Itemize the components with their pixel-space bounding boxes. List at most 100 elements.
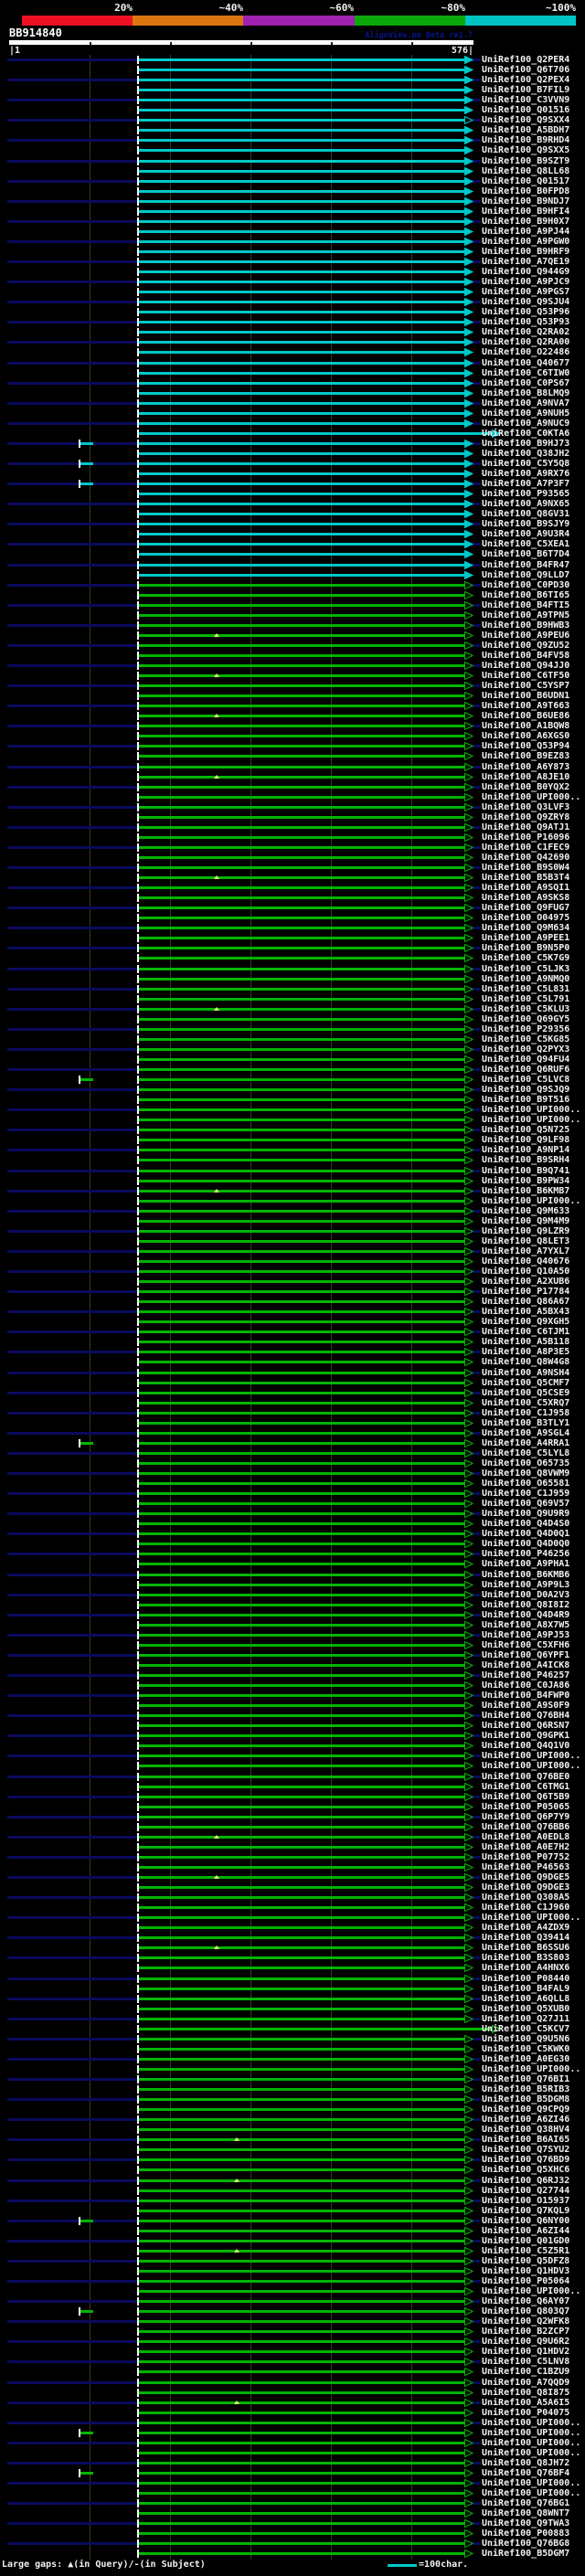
hit-label[interactable]: UniRef100_A9T663 [482,701,570,712]
hit-label[interactable]: UniRef100_Q6RSN7 [482,1721,570,1732]
hit-label[interactable]: UniRef100_A9NX65 [482,499,570,510]
hit-label[interactable]: UniRef100_B9RHD4 [482,135,570,146]
hit-label[interactable]: UniRef100_UPI000.. [482,2437,581,2448]
hit-label[interactable]: UniRef100_B5B3T4 [482,873,570,884]
hit-label[interactable]: UniRef100_Q9M633 [482,1205,570,1216]
hit-label[interactable]: UniRef100_P46256 [482,1549,570,1560]
hit-label[interactable]: UniRef100_A6ZI46 [482,2115,570,2125]
hit-label[interactable]: UniRef100_B9HRF9 [482,246,570,257]
hit-label[interactable]: UniRef100_A6Y873 [482,761,570,772]
hit-label[interactable]: UniRef100_UPI000.. [482,2447,581,2458]
hit-label[interactable]: UniRef100_B9SZT9 [482,155,570,166]
hit-label[interactable]: UniRef100_C0KTA6 [482,428,570,439]
hit-label[interactable]: UniRef100_B3S803 [482,1953,570,1964]
hit-label[interactable]: UniRef100_A9NP14 [482,1145,570,1156]
hit-label[interactable]: UniRef100_Q38HV4 [482,2125,570,2136]
hit-label[interactable]: UniRef100_Q9SXX5 [482,145,570,156]
hit-label[interactable]: UniRef100_Q39414 [482,1933,570,1944]
hit-label[interactable]: UniRef100_Q9M4M9 [482,1215,570,1226]
hit-label[interactable]: UniRef100_O65581 [482,1479,570,1489]
hit-label[interactable]: UniRef100_Q9LLD7 [482,569,570,580]
hit-label[interactable]: UniRef100_C5KLU3 [482,1003,570,1014]
hit-label[interactable]: UniRef100_Q1HDV2 [482,2347,570,2358]
hit-label[interactable]: UniRef100_B4FR47 [482,559,570,570]
hit-label[interactable]: UniRef100_A6XGS0 [482,731,570,742]
hit-label[interactable]: UniRef100_A9SKS8 [482,893,570,904]
hit-label[interactable]: UniRef100_Q9GPK1 [482,1731,570,1742]
hit-label[interactable]: UniRef100_Q76BB6 [482,1821,570,1832]
hit-label[interactable]: UniRef100_B6T7D4 [482,549,570,560]
hit-label[interactable]: UniRef100_A9PHA1 [482,1559,570,1570]
hit-label[interactable]: UniRef100_C1FEC9 [482,842,570,853]
hit-label[interactable]: UniRef100_O65735 [482,1458,570,1468]
hit-label[interactable]: UniRef100_Q4D0Q1 [482,1529,570,1540]
hit-label[interactable]: UniRef100_Q6RUF6 [482,1065,570,1075]
hit-label[interactable]: UniRef100_Q6RJ32 [482,2175,570,2186]
hit-label[interactable]: UniRef100_A9SQI1 [482,883,570,894]
hit-label[interactable]: UniRef100_C5LNV8 [482,2357,570,2368]
hit-label[interactable]: UniRef100_Q4D4R9 [482,1609,570,1620]
hit-label[interactable]: UniRef100_Q76BI1 [482,2074,570,2084]
hit-label[interactable]: UniRef100_P00883 [482,2528,570,2539]
hit-label[interactable]: UniRef100_P46563 [482,1861,570,1872]
hit-label[interactable]: UniRef100_A9NMQ0 [482,973,570,984]
hit-label[interactable]: UniRef100_UPI000.. [482,1761,581,1772]
hit-label[interactable]: UniRef100_Q8LL68 [482,165,570,176]
hit-label[interactable]: UniRef100_O04975 [482,913,570,924]
hit-label[interactable]: UniRef100_B9PW34 [482,1175,570,1186]
hit-label[interactable]: UniRef100_C1J958 [482,1407,570,1418]
hit-label[interactable]: UniRef100_C5KG85 [482,1034,570,1044]
hit-label[interactable]: UniRef100_C1J960 [482,1903,570,1913]
hit-label[interactable]: UniRef100_B2ZCP7 [482,2327,570,2337]
hit-label[interactable]: UniRef100_C0PD30 [482,579,570,590]
hit-label[interactable]: UniRef100_UPI000.. [482,1115,581,1126]
hit-label[interactable]: UniRef100_Q10A50 [482,1267,570,1277]
hit-label[interactable]: UniRef100_P29356 [482,1023,570,1034]
hit-label[interactable]: UniRef100_P17784 [482,1287,570,1298]
hit-label[interactable]: UniRef100_Q944G9 [482,267,570,278]
hit-label[interactable]: UniRef100_Q4D0Q0 [482,1539,570,1550]
hit-label[interactable]: UniRef100_Q76BG8 [482,2539,570,2549]
hit-label[interactable]: UniRef100_P93565 [482,489,570,500]
hit-label[interactable]: UniRef100_Q6P7Y9 [482,1811,570,1822]
hit-label[interactable]: UniRef100_C6TJM1 [482,1327,570,1338]
hit-label[interactable]: UniRef100_B9N5P0 [482,943,570,954]
hit-label[interactable]: UniRef100_UPI000.. [482,1195,581,1206]
hit-label[interactable]: UniRef100_P16096 [482,832,570,843]
hit-label[interactable]: UniRef100_B9HWB3 [482,620,570,631]
hit-label[interactable]: UniRef100_Q8WNT7 [482,2508,570,2519]
hit-label[interactable]: UniRef100_Q2PER4 [482,55,570,65]
hit-label[interactable]: UniRef100_C5K7G9 [482,953,570,964]
hit-label[interactable]: UniRef100_B6SSU6 [482,1943,570,1954]
hit-label[interactable]: UniRef100_P05065 [482,1801,570,1812]
hit-label[interactable]: UniRef100_Q76BF4 [482,2467,570,2478]
hit-label[interactable]: UniRef100_A7P3F7 [482,479,570,490]
hit-label[interactable]: UniRef100_A9TPN5 [482,610,570,620]
hit-label[interactable]: UniRef100_Q6T706 [482,65,570,76]
hit-label[interactable]: UniRef100_Q8LET3 [482,1235,570,1246]
hit-label[interactable]: UniRef100_O15937 [482,2195,570,2206]
hit-label[interactable]: UniRef100_Q8I8I2 [482,1599,570,1610]
hit-label[interactable]: UniRef100_Q9U6R2 [482,2337,570,2348]
hit-label[interactable]: UniRef100_B4FWP0 [482,1691,570,1701]
hit-label[interactable]: UniRef100_Q94FU4 [482,1054,570,1065]
hit-label[interactable]: UniRef100_Q2PEX4 [482,75,570,86]
hit-label[interactable]: UniRef100_A5B118 [482,1337,570,1348]
hit-label[interactable]: UniRef100_B9HJ73 [482,438,570,449]
hit-label[interactable]: UniRef100_Q6NY00 [482,2215,570,2226]
hit-label[interactable]: UniRef100_UPI000.. [482,2417,581,2428]
hit-label[interactable]: UniRef100_C5LVC8 [482,1075,570,1086]
hit-label[interactable]: UniRef100_B5DGM8 [482,2094,570,2105]
hit-label[interactable]: UniRef100_C5KWK0 [482,2043,570,2054]
hit-label[interactable]: UniRef100_Q2RA00 [482,337,570,348]
hit-label[interactable]: UniRef100_Q9TWA3 [482,2518,570,2529]
hit-label[interactable]: UniRef100_Q8VWM9 [482,1468,570,1479]
hit-label[interactable]: UniRef100_Q9LF98 [482,1135,570,1146]
hit-label[interactable]: UniRef100_Q69V57 [482,1499,570,1510]
hit-label[interactable]: UniRef100_UPI000.. [482,2286,581,2297]
hit-label[interactable]: UniRef100_A8P3E5 [482,1347,570,1358]
hit-label[interactable]: UniRef100_A4HNX6 [482,1963,570,1974]
hit-label[interactable]: UniRef100_A5A6I5 [482,2397,570,2408]
hit-label[interactable]: UniRef100_C5L791 [482,993,570,1004]
hit-label[interactable]: UniRef100_B9S0W4 [482,863,570,873]
